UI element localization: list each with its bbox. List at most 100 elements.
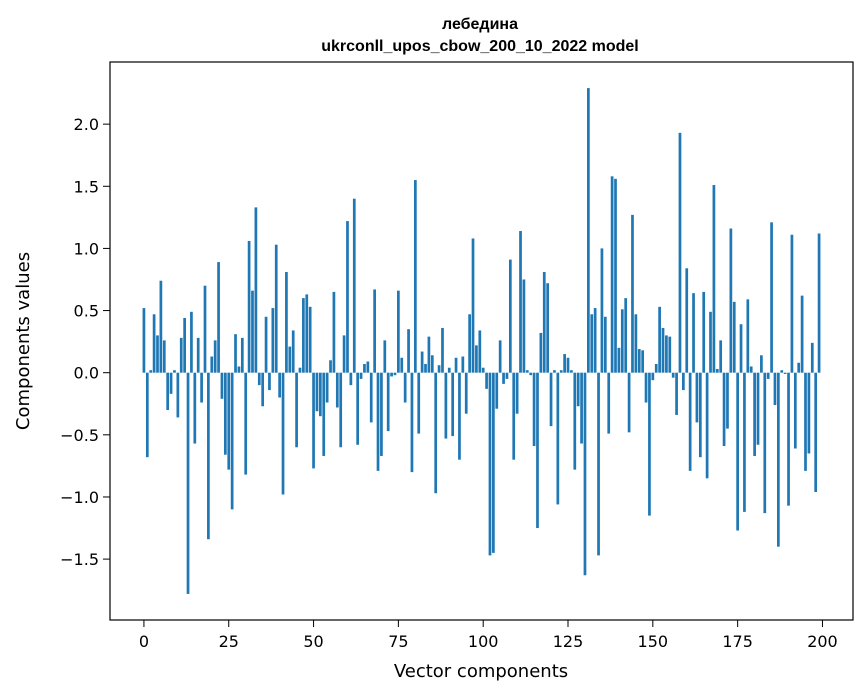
y-tick-label: 1.0 bbox=[74, 239, 99, 258]
bar-8 bbox=[169, 372, 173, 394]
bar-170 bbox=[719, 340, 723, 373]
bar-92 bbox=[454, 357, 458, 373]
bar-111 bbox=[519, 231, 522, 373]
bar-183 bbox=[763, 372, 767, 514]
bar-61 bbox=[349, 372, 353, 386]
bar-40 bbox=[278, 372, 281, 398]
bar-57 bbox=[335, 372, 339, 408]
bar-19 bbox=[207, 372, 210, 540]
bar-121 bbox=[553, 370, 556, 373]
bar-47 bbox=[302, 298, 305, 373]
y-tick-label: 0.5 bbox=[74, 302, 99, 321]
bar-127 bbox=[573, 372, 577, 470]
bar-75 bbox=[397, 290, 400, 373]
bar-69 bbox=[376, 372, 380, 471]
bar-63 bbox=[356, 372, 360, 445]
bar-52 bbox=[318, 372, 322, 417]
bar-135 bbox=[600, 248, 604, 373]
bar-80 bbox=[413, 180, 417, 373]
bar-114 bbox=[529, 372, 533, 376]
bar-43 bbox=[288, 346, 292, 373]
bar-130 bbox=[583, 372, 587, 576]
bar-0 bbox=[142, 308, 146, 373]
x-tick-label: 200 bbox=[807, 632, 838, 651]
bar-197 bbox=[810, 342, 814, 373]
plot-frame bbox=[109, 61, 854, 621]
bar-148 bbox=[644, 372, 648, 403]
bar-179 bbox=[749, 366, 753, 373]
y-axis-ticks: −1.5 −1.0 −0.5 0.0 0.5 1.0 1.5 2.0 bbox=[60, 115, 110, 569]
bar-134 bbox=[597, 372, 600, 556]
bar-72 bbox=[386, 372, 390, 432]
bar-74 bbox=[393, 372, 397, 376]
bar-7 bbox=[166, 372, 170, 410]
y-tick-label: 1.5 bbox=[74, 177, 99, 196]
bar-1 bbox=[145, 372, 149, 458]
bar-65 bbox=[363, 363, 366, 373]
bar-182 bbox=[760, 355, 763, 373]
bar-42 bbox=[285, 272, 288, 373]
bar-132 bbox=[590, 314, 594, 373]
bar-3 bbox=[152, 314, 156, 373]
bar-99 bbox=[478, 330, 482, 373]
bar-152 bbox=[658, 306, 661, 373]
bar-162 bbox=[692, 293, 695, 373]
bar-21 bbox=[213, 340, 217, 373]
bar-88 bbox=[441, 327, 444, 373]
bar-37 bbox=[268, 372, 271, 391]
bar-142 bbox=[624, 298, 628, 373]
bar-105 bbox=[498, 340, 502, 373]
bar-143 bbox=[627, 372, 631, 433]
y-tick-label: 0.0 bbox=[74, 364, 99, 383]
bar-78 bbox=[407, 329, 410, 373]
bar-137 bbox=[607, 372, 611, 434]
bar-167 bbox=[709, 311, 712, 373]
y-tick-label: −1.0 bbox=[60, 488, 99, 507]
bar-139 bbox=[614, 178, 617, 373]
bar-172 bbox=[726, 372, 729, 429]
bar-118 bbox=[542, 272, 546, 373]
bars-group bbox=[142, 88, 821, 594]
bar-140 bbox=[617, 347, 621, 373]
bar-18 bbox=[203, 285, 207, 373]
bar-146 bbox=[637, 349, 641, 373]
bar-44 bbox=[291, 330, 295, 373]
y-tick-label: −0.5 bbox=[60, 426, 99, 445]
bar-171 bbox=[722, 372, 726, 447]
bar-189 bbox=[783, 372, 787, 374]
bar-180 bbox=[753, 372, 756, 456]
bar-166 bbox=[705, 372, 709, 479]
bar-161 bbox=[688, 372, 692, 471]
bar-76 bbox=[400, 357, 404, 373]
bar-188 bbox=[780, 370, 784, 373]
bar-102 bbox=[488, 372, 492, 556]
bar-87 bbox=[437, 365, 441, 373]
bar-184 bbox=[766, 372, 770, 379]
bar-28 bbox=[237, 366, 241, 373]
bar-150 bbox=[651, 372, 655, 381]
bar-198 bbox=[814, 372, 818, 492]
bar-191 bbox=[790, 234, 794, 373]
bar-59 bbox=[342, 335, 346, 373]
bar-194 bbox=[800, 295, 804, 373]
bar-20 bbox=[210, 356, 214, 373]
bar-138 bbox=[610, 176, 614, 373]
bar-15 bbox=[193, 372, 197, 444]
bar-117 bbox=[539, 332, 543, 373]
bar-77 bbox=[403, 372, 407, 403]
bar-39 bbox=[274, 244, 278, 373]
bar-97 bbox=[471, 238, 475, 373]
bar-36 bbox=[264, 316, 268, 373]
bar-17 bbox=[200, 372, 203, 403]
bar-149 bbox=[648, 372, 651, 516]
bar-91 bbox=[451, 372, 455, 437]
bar-195 bbox=[804, 372, 807, 471]
bar-93 bbox=[458, 372, 461, 460]
bar-156 bbox=[671, 372, 675, 378]
bar-122 bbox=[556, 372, 560, 505]
bar-16 bbox=[196, 337, 200, 373]
bar-124 bbox=[563, 354, 566, 373]
bar-38 bbox=[271, 308, 275, 373]
bar-26 bbox=[230, 372, 234, 510]
